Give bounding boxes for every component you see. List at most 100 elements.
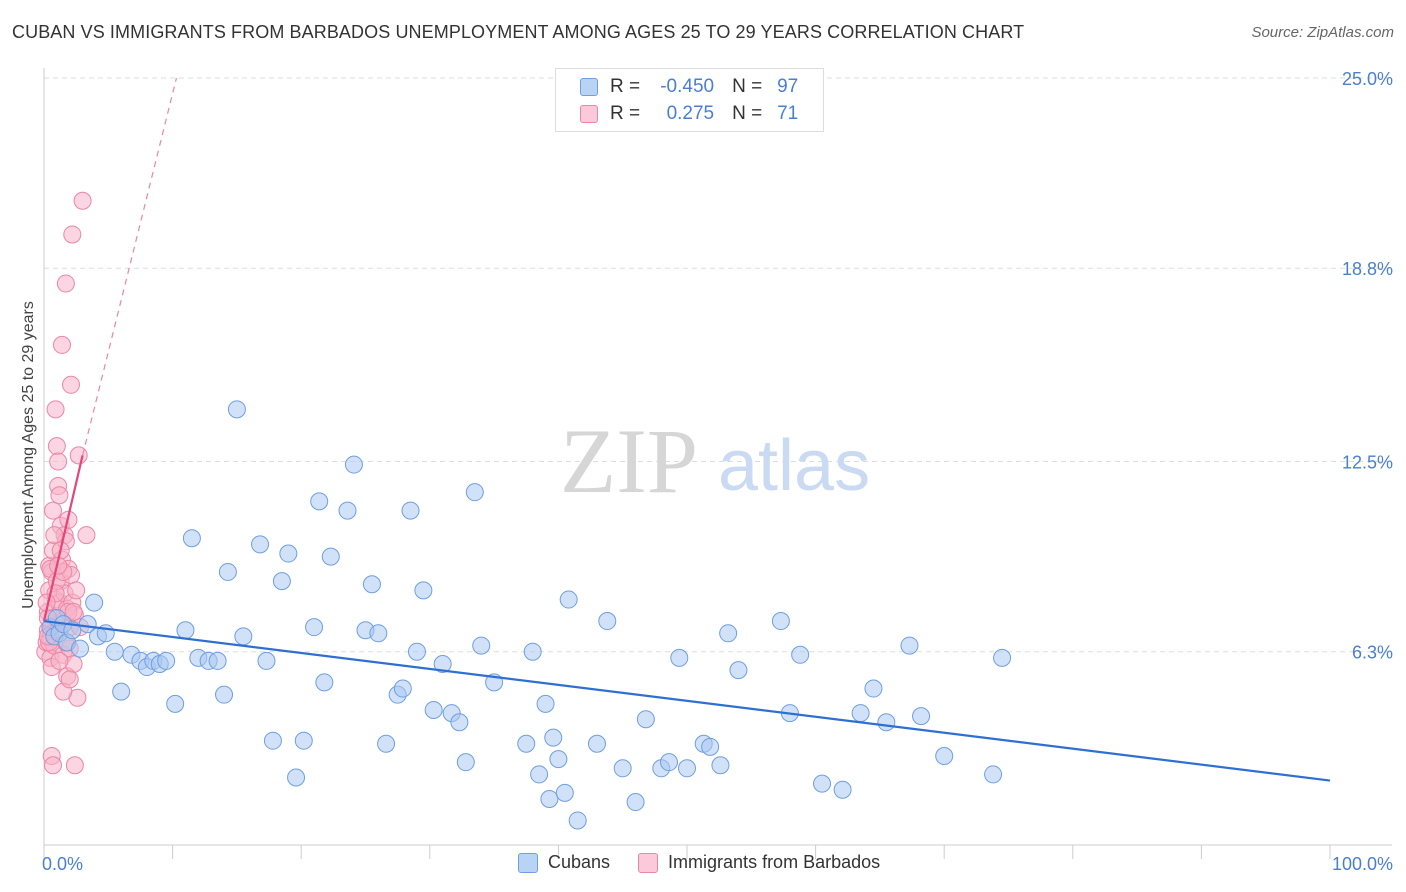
cubans-point: [344, 455, 363, 474]
barbados-trend-line: [42, 455, 84, 622]
cubans-point: [450, 713, 469, 732]
legend-row-cubans: R = -0.450 N = 97: [580, 75, 798, 99]
cubans-point: [559, 590, 578, 609]
barbados-point: [53, 335, 72, 354]
barbados-point: [47, 437, 66, 456]
n-label: N =: [732, 103, 763, 124]
watermark-atlas: atlas: [718, 426, 870, 506]
trend-lines: [42, 77, 1331, 782]
watermark-zip: ZIP: [560, 410, 698, 512]
cubans-point: [182, 529, 201, 548]
cubans-point: [85, 593, 104, 612]
n-value: 71: [777, 103, 799, 124]
cubans-point: [851, 704, 870, 723]
cubans-point: [315, 673, 334, 692]
cubans-point: [251, 535, 270, 554]
r-label: R =: [610, 103, 641, 124]
cubans-point: [310, 492, 329, 511]
barbados-point: [65, 756, 84, 775]
cubans-point: [626, 793, 645, 812]
cubans-point: [659, 753, 678, 772]
barbados-point: [46, 400, 65, 419]
cubans-point: [279, 544, 298, 563]
cubans-point: [362, 575, 381, 594]
barbados-point: [60, 670, 79, 689]
cubans-point: [530, 765, 549, 784]
y-tick-label: 12.5%: [1342, 453, 1393, 473]
barbados-point: [73, 191, 92, 210]
cubans-point: [912, 707, 931, 726]
barbados-trend-extrapolation: [81, 77, 178, 456]
barbados-point: [50, 486, 69, 505]
cubans-point: [257, 651, 276, 670]
legend-item-barbados: Immigrants from Barbados: [638, 852, 880, 873]
cubans-point: [877, 713, 896, 732]
barbados-legend-label: Immigrants from Barbados: [668, 852, 881, 872]
barbados-point: [56, 274, 75, 293]
cubans-legend-swatch: [518, 852, 538, 873]
source-credit: Source: ZipAtlas.com: [1251, 24, 1394, 41]
cubans-point: [613, 759, 632, 778]
cubans-point: [636, 710, 655, 729]
cubans-point: [218, 562, 237, 581]
cubans-point: [523, 642, 542, 661]
cubans-point: [587, 734, 606, 753]
cubans-point: [272, 572, 291, 591]
cubans-point: [321, 547, 340, 566]
cubans-point: [833, 780, 852, 799]
x-tick-label-max: 100.0%: [1332, 854, 1393, 874]
cubans-point: [227, 400, 246, 419]
cubans-point: [456, 753, 475, 772]
y-tick-label: 6.3%: [1352, 643, 1393, 663]
y-tick-label: 25.0%: [1342, 69, 1393, 89]
cubans-point: [71, 639, 90, 658]
r-value: -0.450: [660, 76, 715, 97]
legend-item-cubans: Cubans: [518, 852, 610, 873]
barbados-point: [44, 501, 63, 520]
cubans-point: [369, 624, 388, 643]
cubans-point: [678, 759, 696, 778]
cubans-point: [813, 774, 832, 793]
cubans-point: [536, 694, 555, 713]
cubans-point: [517, 734, 536, 753]
barbados-point: [64, 602, 83, 621]
barbados-point: [50, 651, 69, 670]
cubans-point: [670, 648, 689, 667]
cubans-point: [377, 734, 396, 753]
cubans-point: [598, 612, 617, 631]
barbados-point: [77, 526, 96, 545]
n-value: 97: [777, 76, 799, 97]
cubans-point: [701, 737, 720, 756]
cubans-point: [78, 615, 97, 634]
barbados-point: [49, 452, 68, 471]
cubans-point: [112, 682, 131, 701]
cubans-point: [166, 694, 185, 713]
gridlines: [44, 77, 1392, 653]
r-value: 0.275: [666, 103, 715, 124]
cubans-point: [540, 789, 559, 808]
barbados-point: [69, 446, 88, 465]
cubans-point: [465, 483, 484, 502]
cubans-point: [157, 651, 176, 670]
cubans-point: [294, 731, 313, 750]
barbados-legend-swatch: [638, 852, 659, 873]
cubans-point: [984, 765, 1003, 784]
cubans-point: [791, 645, 810, 664]
cubans-point: [401, 501, 420, 520]
y-tick-label: 18.8%: [1342, 259, 1393, 279]
barbados-swatch: [580, 105, 598, 123]
barbados-point: [63, 225, 82, 244]
r-label: R =: [610, 76, 641, 97]
cubans-legend-label: Cubans: [548, 852, 611, 872]
tick-labels: 6.3% 12.5% 18.8% 25.0% 0.0% 100.0%: [42, 69, 1393, 874]
cubans-point: [711, 756, 730, 775]
correlation-legend: R = -0.450 N = 97 R = 0.275 N = 71: [555, 68, 824, 132]
cubans-point: [549, 750, 568, 769]
barbados-point: [45, 526, 64, 545]
cubans-point: [305, 618, 324, 637]
series-legend: Cubans Immigrants from Barbados: [518, 852, 908, 873]
cubans-point: [433, 654, 452, 673]
cubans-point: [215, 685, 234, 704]
cubans-point: [771, 612, 790, 631]
